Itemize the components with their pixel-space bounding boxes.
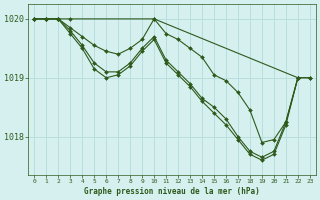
X-axis label: Graphe pression niveau de la mer (hPa): Graphe pression niveau de la mer (hPa): [84, 187, 260, 196]
